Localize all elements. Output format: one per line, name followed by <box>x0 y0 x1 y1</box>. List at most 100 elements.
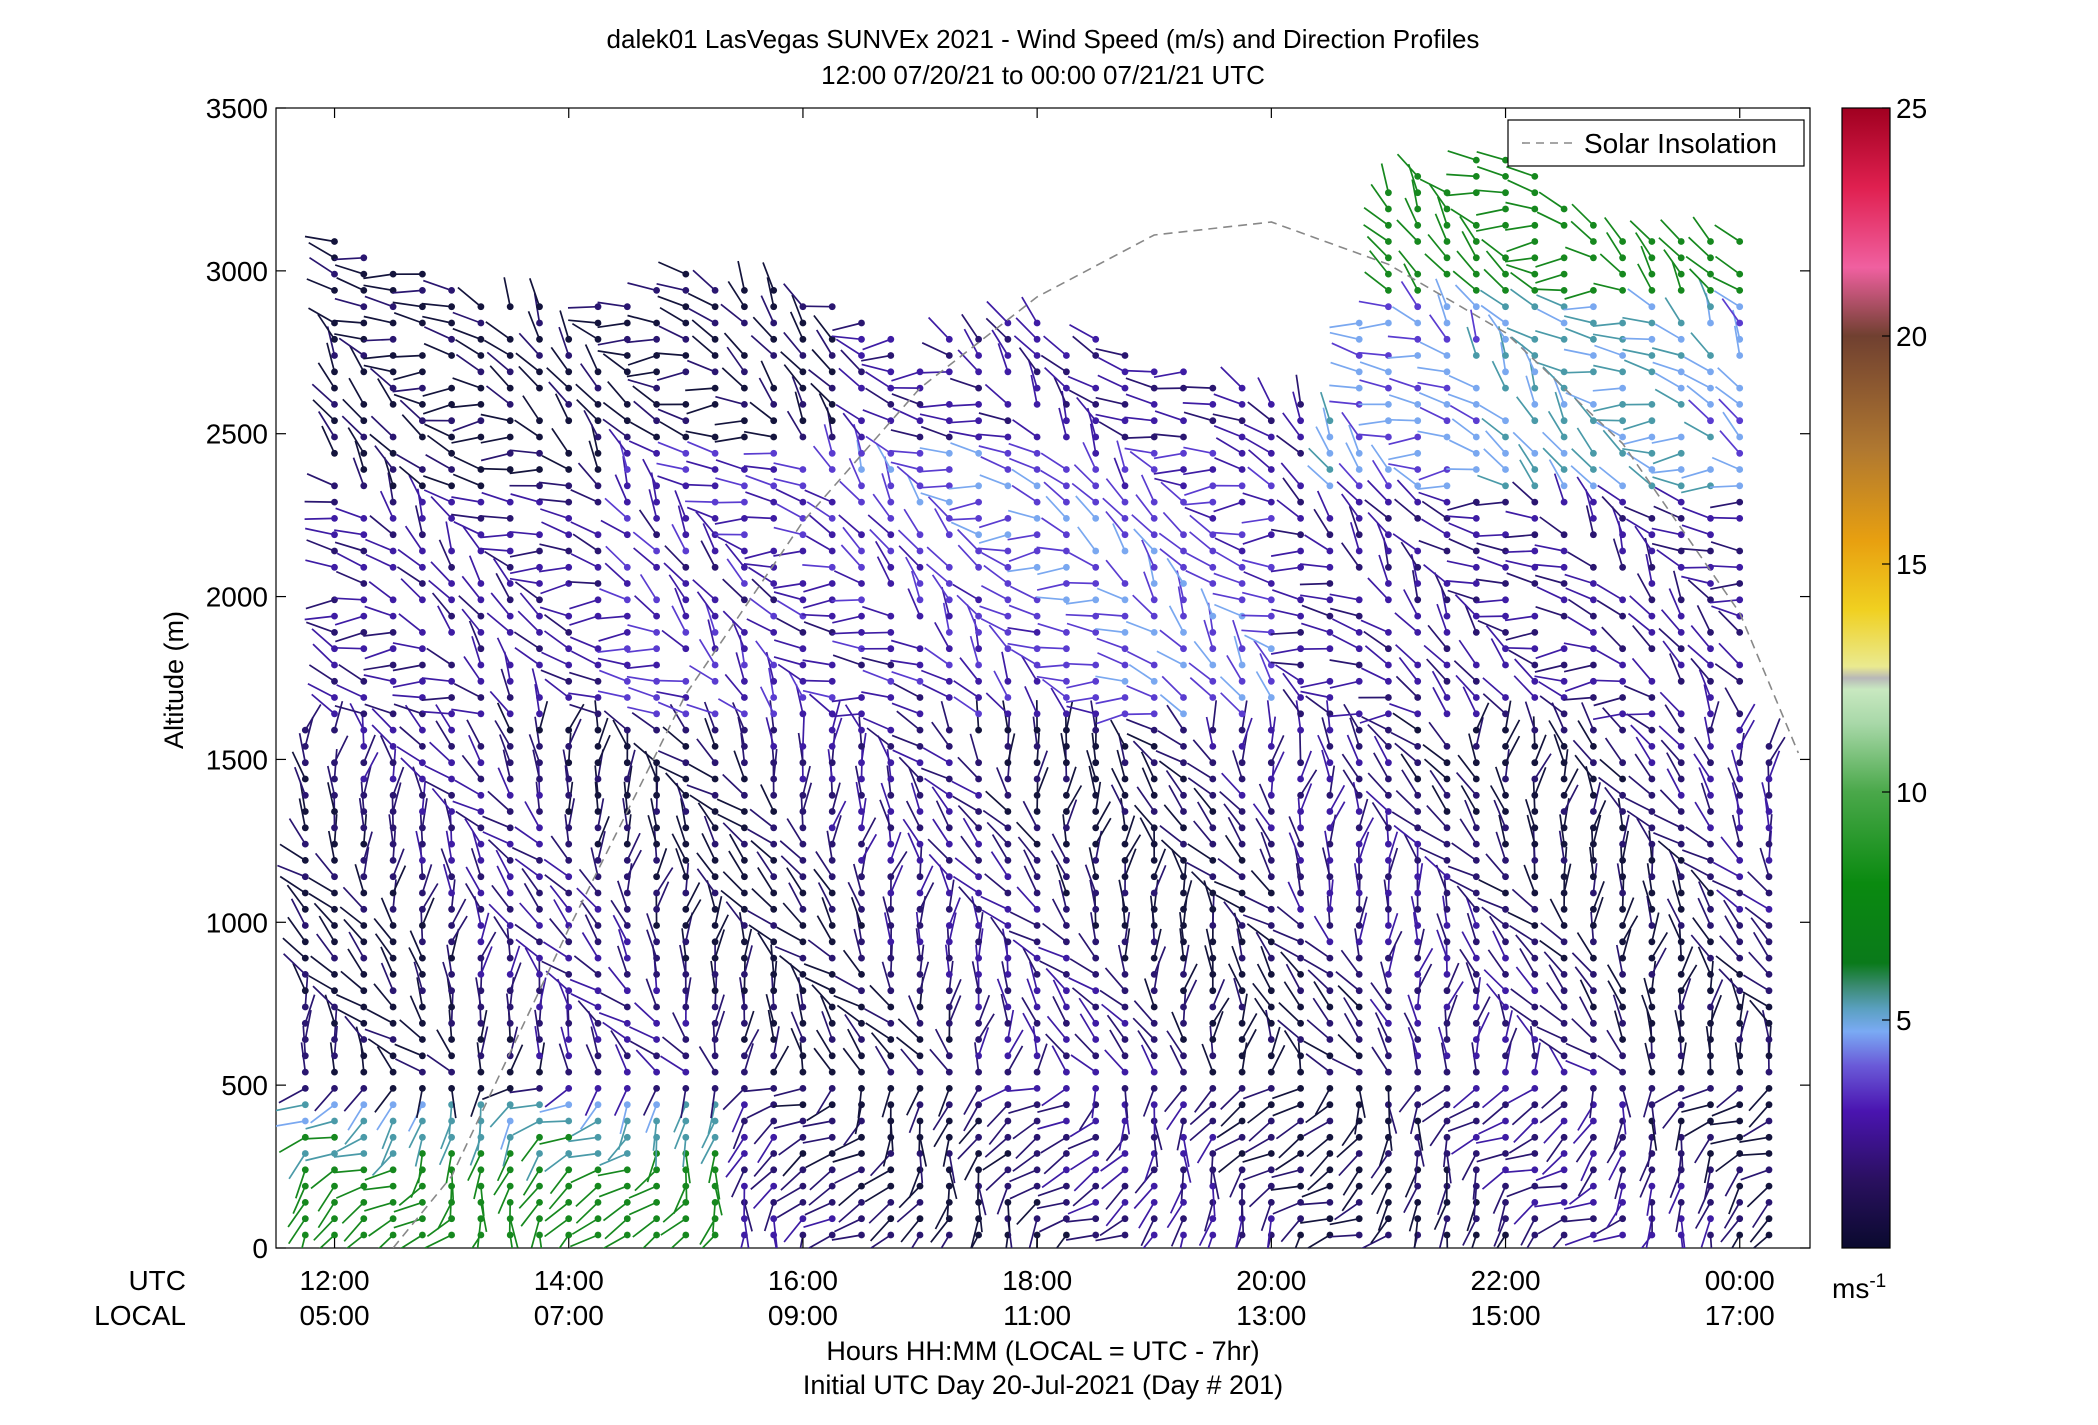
wind-barb-stem <box>834 975 862 992</box>
wind-barb-stem <box>1477 556 1506 569</box>
wind-barb-dot <box>770 775 778 783</box>
wind-barb-dot <box>1180 1231 1187 1239</box>
wind-barb-dot <box>594 1231 602 1239</box>
wind-barb-dot <box>1121 1019 1129 1027</box>
wind-barb-dot <box>565 1150 573 1157</box>
wind-barb-dot <box>828 401 836 408</box>
wind-barb-dot <box>623 596 631 604</box>
wind-barb-stem <box>509 1103 540 1110</box>
wind-barb-dot <box>858 1215 865 1223</box>
wind-barb-dot <box>1355 563 1363 571</box>
wind-barb-stem <box>804 1201 833 1216</box>
wind-barb-stem <box>1301 622 1331 634</box>
wind-barb-stem <box>938 1088 951 1117</box>
wind-barb-dot <box>1209 645 1217 653</box>
wind-barb-dot <box>858 694 865 701</box>
wind-barb-stem <box>369 515 394 536</box>
wind-barb-stem <box>852 863 863 894</box>
wind-barb-dot <box>594 1085 602 1092</box>
wind-barb-stem <box>1159 629 1185 650</box>
wind-barb-dot <box>858 1133 865 1141</box>
wind-barb-stem <box>629 1040 658 1057</box>
wind-barb-stem <box>655 1137 658 1168</box>
wind-barb-dot <box>1443 1117 1451 1125</box>
wind-barb-stem <box>1300 1217 1331 1224</box>
wind-barb-stem <box>429 741 453 764</box>
wind-barb-dot <box>448 433 455 441</box>
wind-barb-stem <box>1413 1218 1419 1248</box>
wind-barb-dot <box>1297 482 1304 490</box>
wind-barb-stem <box>445 521 453 552</box>
wind-barb-stem <box>920 669 950 683</box>
wind-barb-dot <box>1150 791 1158 799</box>
wind-barb-stem <box>1504 533 1535 539</box>
wind-barb-stem <box>1596 1217 1624 1235</box>
wind-barb-dot <box>770 743 778 750</box>
wind-barb-dot <box>741 352 748 359</box>
wind-barb-stem <box>1244 634 1272 650</box>
wind-barb-stem <box>1105 478 1126 503</box>
wind-barb-dot <box>1004 743 1012 750</box>
wind-barb-dot <box>1531 417 1539 425</box>
wind-barb-dot <box>1092 905 1100 913</box>
wind-barb-stem <box>834 1136 862 1152</box>
wind-barb-stem <box>421 897 435 926</box>
wind-barb-dot <box>653 726 660 734</box>
wind-barb-stem <box>919 403 950 409</box>
wind-barb-stem <box>1370 183 1390 210</box>
wind-barb-dot <box>741 645 748 653</box>
wind-barb-dot <box>623 352 631 359</box>
wind-barb-dot <box>887 905 895 913</box>
wind-barb-dot <box>1619 905 1626 913</box>
wind-barb-dot <box>1560 466 1568 473</box>
wind-barb-dot <box>1121 433 1129 441</box>
wind-barb-dot <box>419 1003 426 1011</box>
wind-barb-dot <box>975 759 982 767</box>
wind-barb-stem <box>991 834 1009 861</box>
wind-barb-dot <box>916 873 924 881</box>
wind-barb-stem <box>437 605 453 633</box>
wind-barb-dot <box>389 498 397 506</box>
wind-barb-dot <box>1472 857 1480 864</box>
wind-barb-stem <box>348 931 365 959</box>
wind-barb-stem <box>1215 437 1243 455</box>
wind-barb-dot <box>419 938 426 946</box>
wind-barb-dot <box>536 1231 543 1239</box>
wind-barb-dot <box>916 889 924 897</box>
wind-barb-dot <box>653 368 660 376</box>
wind-barb-dot <box>711 352 719 359</box>
wind-barb-stem <box>1364 271 1389 292</box>
wind-barb-dot <box>565 905 573 913</box>
wind-barb-dot <box>1238 531 1246 539</box>
wind-barb-stem <box>393 1201 423 1213</box>
wind-barb-dot <box>1414 694 1422 701</box>
wind-barb-dot <box>799 840 807 848</box>
wind-barb-stem <box>1446 580 1477 585</box>
wind-barb-stem <box>326 342 336 373</box>
wind-barb-stem <box>1028 961 1038 991</box>
wind-barb-stem <box>485 321 511 340</box>
wind-barb-dot <box>1502 466 1509 473</box>
wind-barb-stem <box>747 909 775 927</box>
wind-barb-stem <box>1396 219 1419 243</box>
wind-barb-dot <box>1531 661 1539 669</box>
wind-barb-stem <box>890 850 908 878</box>
wind-barb-stem <box>525 1153 541 1182</box>
wind-barb-stem <box>1374 1012 1390 1040</box>
wind-barb-dot <box>1063 1231 1070 1239</box>
wind-barb-dot <box>1590 401 1597 408</box>
wind-barb-stem <box>892 749 921 764</box>
wind-barb-dot <box>799 1068 807 1076</box>
wind-barb-dot <box>799 433 807 441</box>
wind-barb-dot <box>360 254 368 262</box>
wind-barb-stem <box>1153 452 1184 460</box>
wind-barb-stem <box>1607 980 1624 1008</box>
wind-barb-stem <box>1496 1234 1507 1248</box>
wind-barb-dot <box>565 759 573 767</box>
wind-barb-dot <box>1063 661 1070 669</box>
wind-barb-dot <box>1531 205 1539 213</box>
wind-barb-stem <box>554 393 570 422</box>
wind-barb-dot <box>1297 824 1304 832</box>
wind-barb-stem <box>831 598 862 602</box>
wind-barb-dot <box>1121 677 1129 685</box>
